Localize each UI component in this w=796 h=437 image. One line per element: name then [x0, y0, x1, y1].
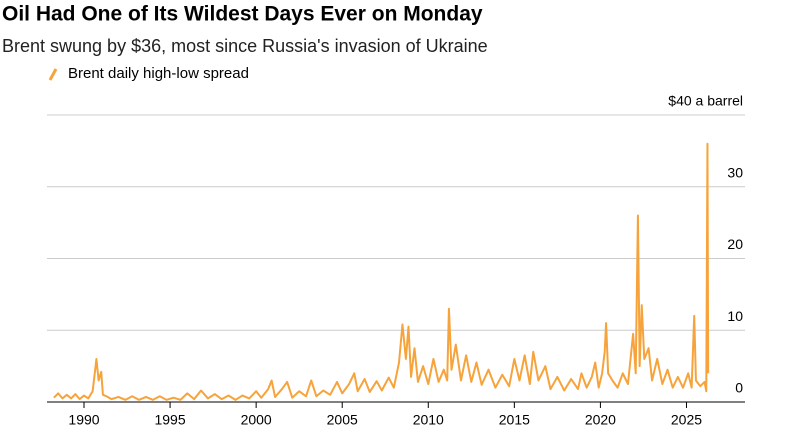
x-tick-label: 2010 — [413, 412, 444, 428]
x-tick-label: 2020 — [585, 412, 616, 428]
x-tick-label: 2005 — [327, 412, 358, 428]
y-tick-label: 20 — [727, 236, 743, 252]
x-tick-label: 2015 — [499, 412, 530, 428]
y-tick-label: 30 — [727, 164, 743, 180]
x-tick-label: 2025 — [671, 412, 702, 428]
x-tick-label: 1990 — [68, 412, 99, 428]
chart-subtitle: Brent swung by $36, most since Russia's … — [2, 36, 488, 56]
chart-title: Oil Had One of Its Wildest Days Ever on … — [2, 3, 483, 26]
y-tick-label: 0 — [735, 380, 743, 396]
x-tick-label: 1995 — [154, 412, 185, 428]
legend-swatch — [48, 68, 58, 81]
legend-label: Brent daily high-low spread — [68, 65, 249, 82]
y-tick-label: $40 a barrel — [668, 93, 743, 109]
x-tick-label: 2000 — [241, 412, 272, 428]
data-line — [53, 142, 710, 401]
y-tick-label: 10 — [727, 308, 743, 324]
